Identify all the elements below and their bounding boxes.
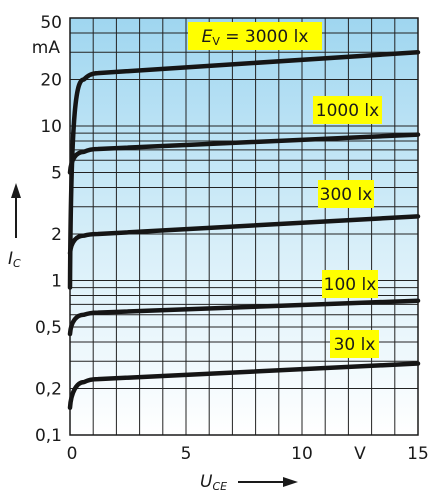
tick-labels: 50 20 10 5 2 1 0,5 0,2 0,1 mA 0 5 10 V 15 (32, 13, 429, 464)
curve-label-text: 300 lx (320, 185, 373, 205)
y-tick-label: 0,1 (35, 426, 62, 446)
plot-frame (69, 17, 419, 436)
curve-label-text: 100 lx (324, 275, 377, 295)
series-line (67, 50, 421, 290)
curve-label-text: EV = 3000 lx (202, 27, 309, 48)
curve-label-subscript: V (212, 35, 220, 48)
series-line (67, 214, 421, 256)
series-line (67, 132, 421, 175)
x-tick-label: 0 (67, 444, 78, 464)
curve-label-box (330, 330, 379, 358)
y-tick-label: 0,2 (35, 379, 62, 399)
x-tick-label: 10 (291, 444, 313, 464)
curve-label: 1000 lx (313, 96, 382, 124)
series-line (67, 298, 421, 337)
curve-label-box (313, 96, 382, 124)
svg-text:UCE: UCE (200, 472, 227, 493)
x-tick-label: V (354, 444, 366, 464)
curve-label-box (188, 22, 322, 50)
x-axis-symbol: U (200, 472, 213, 492)
y-tick-label: 2 (51, 225, 62, 245)
y-axis-arrowhead (11, 183, 21, 198)
curve-label-text: 30 lx (334, 335, 376, 355)
y-axis-symbol: I (8, 249, 13, 269)
y-tick-label: 1 (51, 271, 62, 291)
curve-label-box (322, 270, 378, 298)
curve-label-symbol: E (202, 27, 213, 47)
y-tick-label: 0,5 (35, 318, 62, 338)
y-tick-label: 50 (40, 13, 62, 33)
y-axis-subscript: C (13, 257, 21, 270)
y-axis-label: IC (8, 183, 21, 270)
x-axis-arrowhead (283, 477, 298, 487)
curve-label: EV = 3000 lx (188, 22, 322, 50)
curve-label-value: = 3000 lx (220, 27, 309, 47)
curve-label: 30 lx (330, 330, 379, 358)
y-unit-label: mA (32, 38, 61, 58)
series-line (67, 361, 421, 411)
curve-labels: EV = 3000 lx 1000 lx 300 lx 100 lx 30 lx (188, 22, 382, 358)
x-axis-subscript: CE (212, 480, 227, 493)
curve-label: 100 lx (322, 270, 378, 298)
x-axis-label: UCE (200, 472, 298, 493)
y-tick-label: 5 (51, 164, 62, 184)
curves (67, 50, 421, 411)
curve-label: 300 lx (318, 180, 374, 208)
x-tick-label: 5 (181, 444, 192, 464)
y-tick-label: 20 (40, 70, 62, 90)
svg-text:IC: IC (8, 249, 21, 270)
x-tick-label: 15 (407, 444, 429, 464)
curve-label-box (318, 180, 374, 208)
y-tick-label: 10 (40, 117, 62, 137)
curve-label-text: 1000 lx (316, 101, 379, 121)
